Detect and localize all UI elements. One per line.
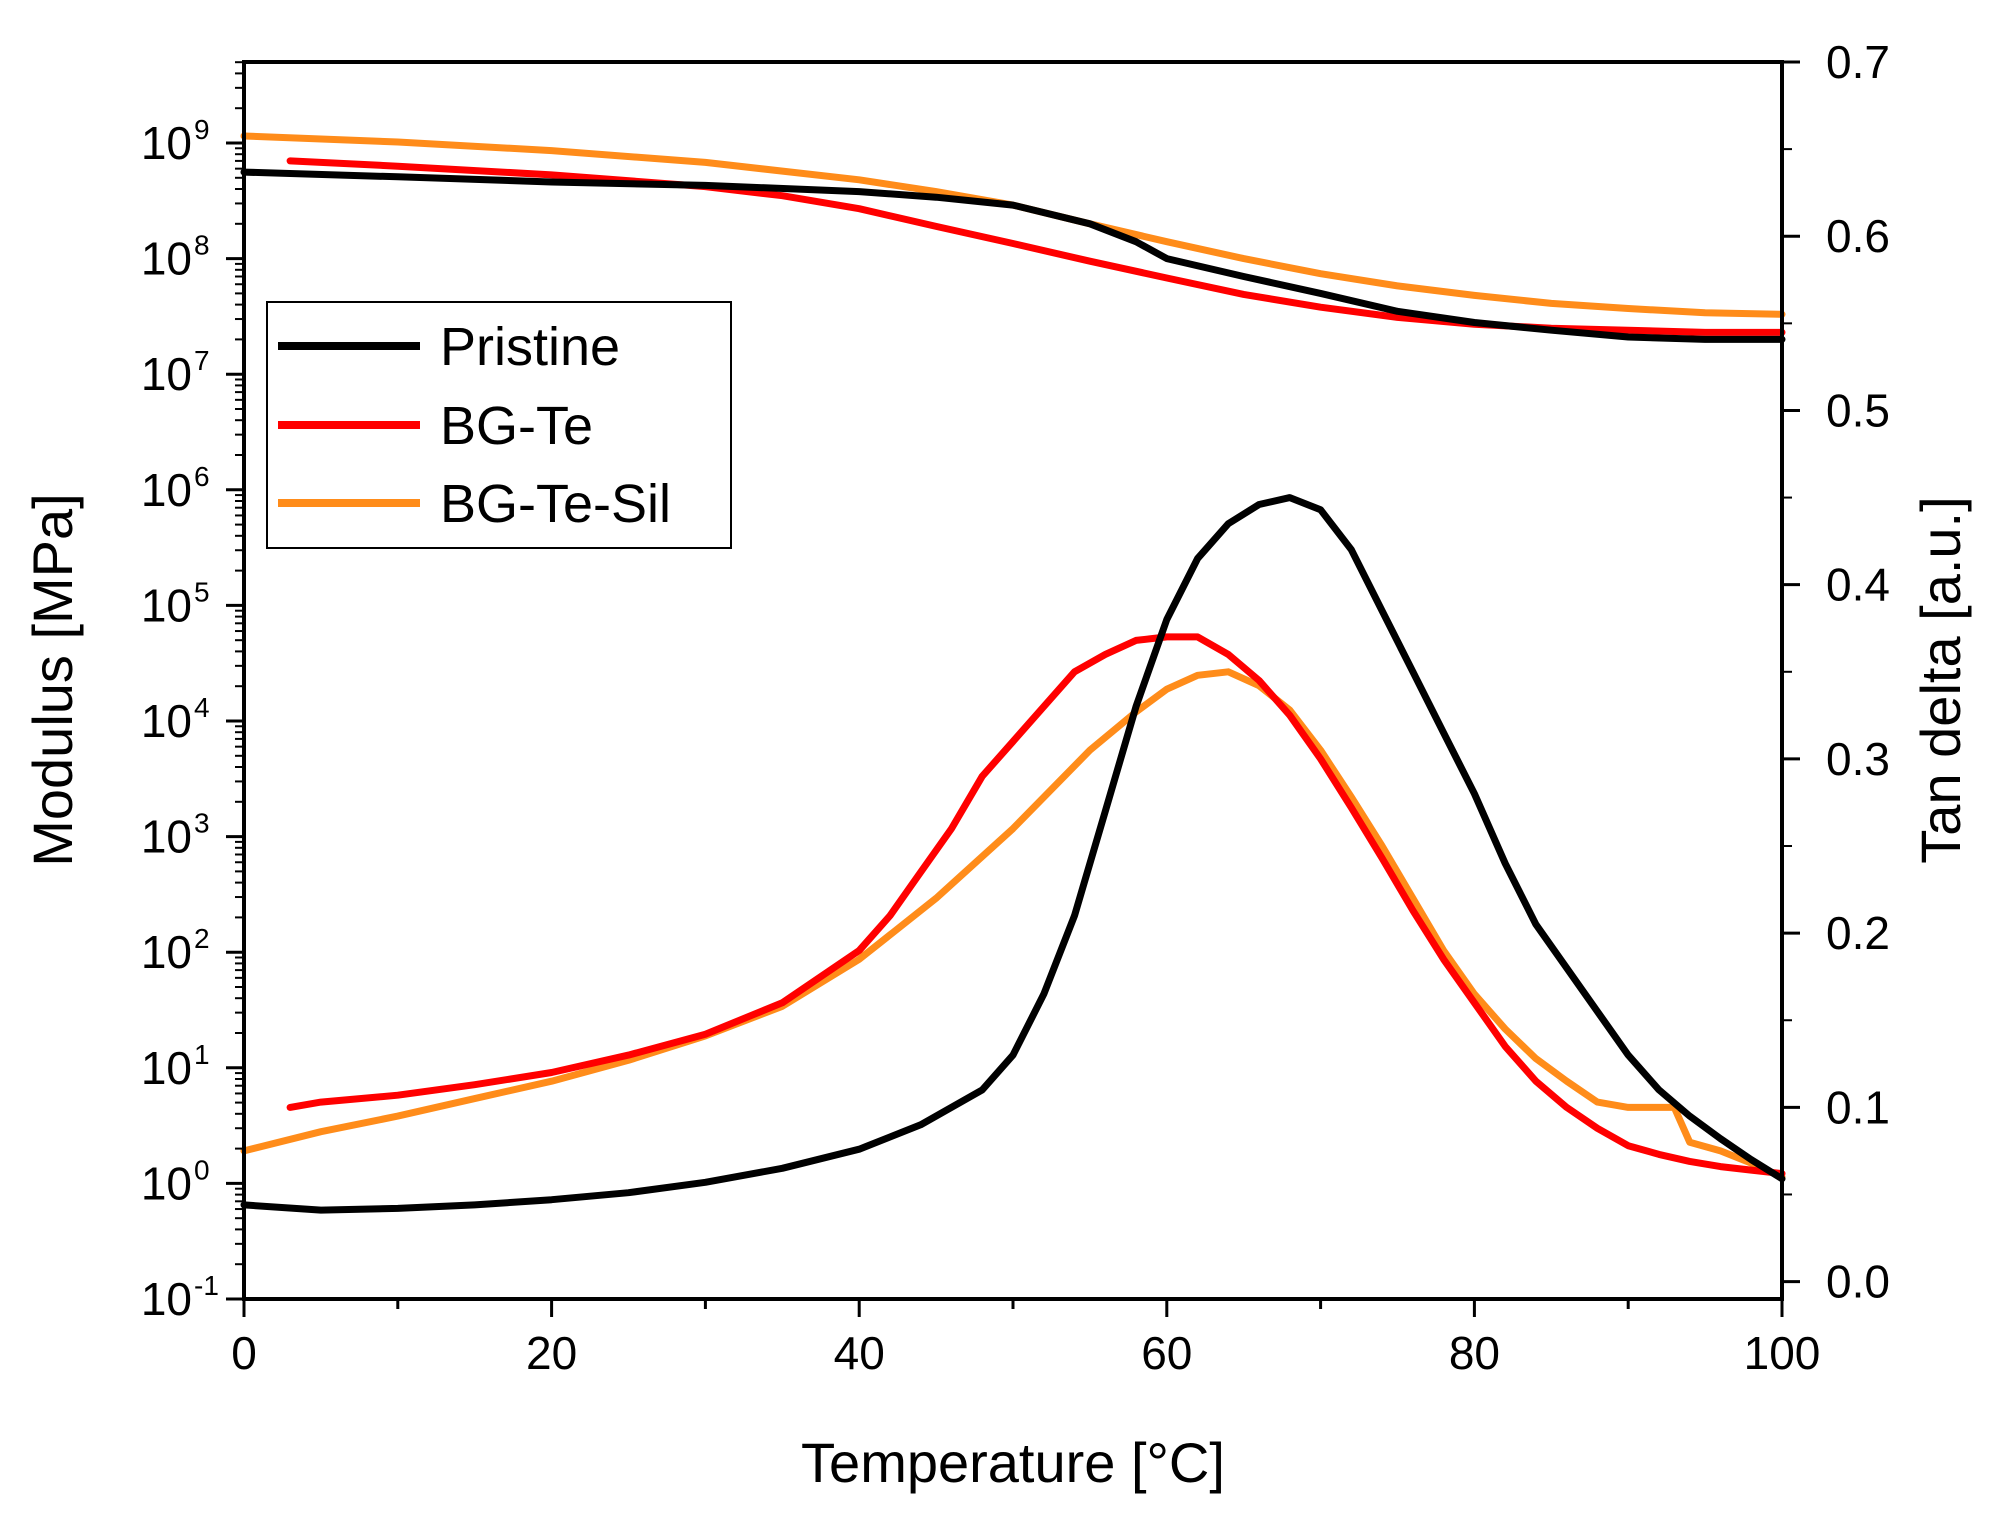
x-axis-title: Temperature [°C] bbox=[801, 1431, 1225, 1494]
y-axis-left-title: Modulus [MPa] bbox=[21, 493, 84, 867]
y-left-tick-exponent: 5 bbox=[194, 576, 210, 607]
y-right-tick-label: 0.5 bbox=[1826, 384, 1890, 436]
legend-label-bg-te: BG-Te bbox=[440, 396, 593, 456]
y-left-tick-label: 10 bbox=[141, 117, 192, 169]
y-left-tick-exponent: 7 bbox=[194, 345, 210, 376]
y-left-tick-label: 10 bbox=[141, 1273, 192, 1325]
y-left-tick-label: 10 bbox=[141, 695, 192, 747]
y-right-tick-label: 0.4 bbox=[1826, 559, 1890, 611]
x-tick-label: 80 bbox=[1449, 1327, 1500, 1379]
series-line-bg-te-sil-modulus bbox=[240, 132, 1786, 318]
x-tick-label: 20 bbox=[526, 1327, 577, 1379]
x-tick-label: 60 bbox=[1141, 1327, 1192, 1379]
y-left-tick-label: 10 bbox=[141, 926, 192, 978]
y-left-tick-exponent: 0 bbox=[194, 1154, 210, 1185]
y-left-tick-exponent: 8 bbox=[194, 230, 210, 261]
x-tick-label: 0 bbox=[231, 1327, 257, 1379]
axis-ticks-group bbox=[226, 60, 1800, 1317]
y-right-tick-label: 0.6 bbox=[1826, 210, 1890, 262]
plot-frame bbox=[242, 60, 1784, 1301]
y-left-tick-label: 10 bbox=[141, 233, 192, 285]
y-left-tick-label: 10 bbox=[141, 464, 192, 516]
series-line-pristine-modulus bbox=[240, 168, 1786, 343]
x-tick-label: 40 bbox=[834, 1327, 885, 1379]
legend: Pristine BG-Te BG-Te-Sil bbox=[266, 301, 732, 549]
y-left-tick-exponent: -1 bbox=[194, 1270, 219, 1301]
y-left-tick-label: 10 bbox=[141, 579, 192, 631]
series-line-pristine-tan-delta bbox=[240, 494, 1786, 1214]
y-left-tick-exponent: 6 bbox=[194, 461, 210, 492]
legend-label-bg-te-sil: BG-Te-Sil bbox=[440, 474, 671, 534]
y-left-tick-label: 10 bbox=[141, 1042, 192, 1094]
y-left-tick-exponent: 9 bbox=[194, 114, 210, 145]
x-tick-label: 100 bbox=[1744, 1327, 1821, 1379]
y-left-tick-exponent: 2 bbox=[194, 923, 210, 954]
y-axis-right-title: Tan delta [a.u.] bbox=[1909, 496, 1972, 863]
y-right-tick-label: 0.3 bbox=[1826, 733, 1890, 785]
y-right-tick-label: 0.7 bbox=[1826, 36, 1890, 88]
y-right-tick-label: 0.0 bbox=[1826, 1256, 1890, 1308]
legend-label-pristine: Pristine bbox=[440, 317, 620, 377]
y-left-tick-exponent: 3 bbox=[194, 808, 210, 839]
y-right-tick-label: 0.2 bbox=[1826, 907, 1890, 959]
series-line-bg-te-tan-delta bbox=[286, 633, 1786, 1178]
y-left-tick-label: 10 bbox=[141, 811, 192, 863]
y-left-tick-exponent: 1 bbox=[194, 1039, 210, 1070]
y-left-tick-label: 10 bbox=[141, 1157, 192, 1209]
y-left-tick-exponent: 4 bbox=[194, 692, 210, 723]
y-right-tick-label: 0.1 bbox=[1826, 1081, 1890, 1133]
plot-series-group bbox=[240, 132, 1786, 1214]
series-line-bg-te-sil-tan-delta bbox=[240, 668, 1786, 1181]
y-left-tick-label: 10 bbox=[141, 348, 192, 400]
